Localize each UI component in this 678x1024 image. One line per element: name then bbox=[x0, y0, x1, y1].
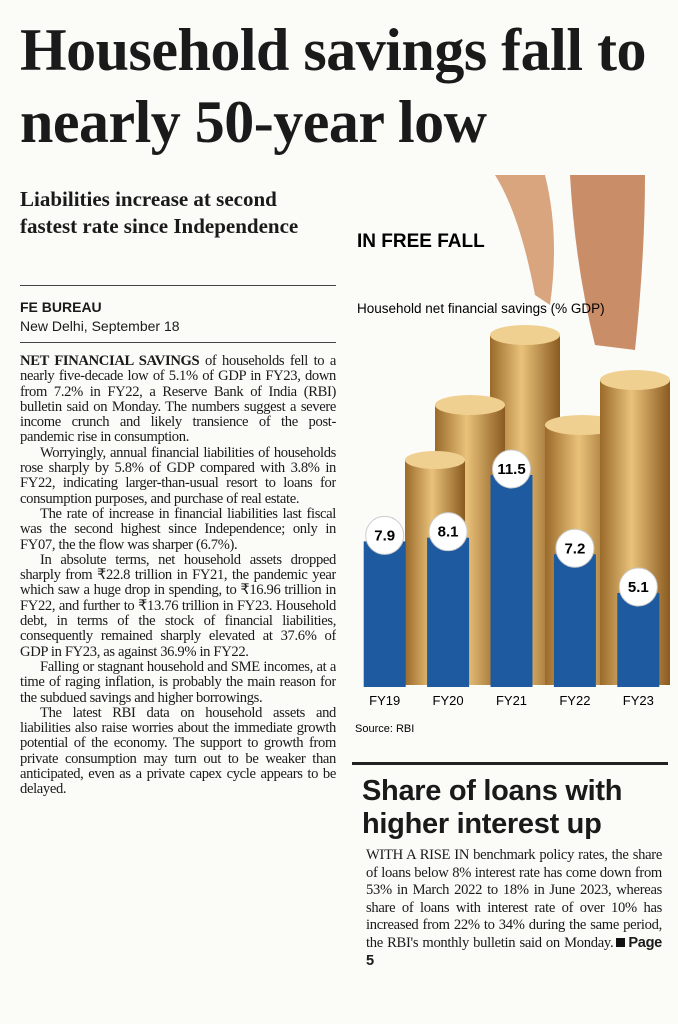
value-label: 8.1 bbox=[438, 524, 459, 541]
bar bbox=[490, 475, 533, 687]
subhead: Liabilities increase at second fastest r… bbox=[20, 187, 299, 238]
page-ref: Page 5 bbox=[366, 934, 662, 969]
bar bbox=[617, 592, 660, 687]
rule bbox=[20, 342, 336, 343]
sidebar-text: WITH A RISE IN benchmark policy rates, t… bbox=[366, 847, 662, 970]
headline: Household savings fall to nearly 50-year… bbox=[20, 17, 646, 155]
value-badge bbox=[428, 512, 468, 552]
chart-subtitle: Household net financial savings (% GDP) bbox=[357, 301, 605, 316]
x-tick-label: FY20 bbox=[433, 693, 464, 708]
sidebar-title: Share of loans with higher interest up bbox=[362, 775, 623, 840]
paragraph: Falling or stagnant household and SME in… bbox=[20, 658, 336, 706]
dateline: New Delhi, September 18 bbox=[20, 318, 180, 334]
sidebar-body: WITH A RISE IN benchmark policy rates, t… bbox=[366, 847, 662, 951]
paragraph: Worryingly, annual financial liabilities… bbox=[20, 444, 336, 507]
paragraph: NET FINANCIAL SAVINGS of households fell… bbox=[20, 354, 336, 446]
chart-source: Source: RBI bbox=[355, 723, 414, 735]
lead: NET FINANCIAL SAVINGS bbox=[20, 354, 200, 369]
bar bbox=[553, 554, 596, 687]
chart-title: IN FREE FALL bbox=[357, 231, 485, 252]
x-tick-label: FY19 bbox=[369, 693, 400, 708]
value-badge bbox=[365, 515, 405, 555]
paragraph: In absolute terms, net household assets … bbox=[20, 551, 336, 660]
paragraph: The rate of increase in financial liabil… bbox=[20, 505, 336, 553]
bar bbox=[363, 541, 406, 687]
chart: IN FREE FALL Household net financial sav… bbox=[355, 175, 670, 735]
x-tick-label: FY22 bbox=[559, 693, 590, 708]
byline: FE BUREAU New Delhi, September 18 bbox=[20, 298, 180, 336]
value-label: 7.9 bbox=[374, 527, 395, 544]
bar bbox=[427, 537, 470, 687]
agency: FE BUREAU bbox=[20, 299, 102, 315]
rule bbox=[20, 285, 336, 286]
value-label: 5.1 bbox=[628, 579, 649, 596]
value-badge bbox=[555, 528, 595, 568]
sidebar: Share of loans with higher interest up W… bbox=[352, 762, 668, 1005]
x-tick-label: FY23 bbox=[623, 693, 654, 708]
value-label: 7.2 bbox=[564, 540, 585, 557]
square-icon bbox=[616, 937, 626, 947]
paragraph-text: of households fell to a nearly five-deca… bbox=[20, 354, 336, 446]
x-tick-label: FY21 bbox=[496, 693, 527, 708]
value-badge bbox=[618, 567, 658, 607]
value-label: 11.5 bbox=[497, 461, 525, 478]
value-badge bbox=[492, 449, 531, 489]
paragraph: The latest RBI data on household assets … bbox=[20, 704, 336, 798]
article-body: NET FINANCIAL SAVINGS of households fell… bbox=[20, 354, 336, 1018]
